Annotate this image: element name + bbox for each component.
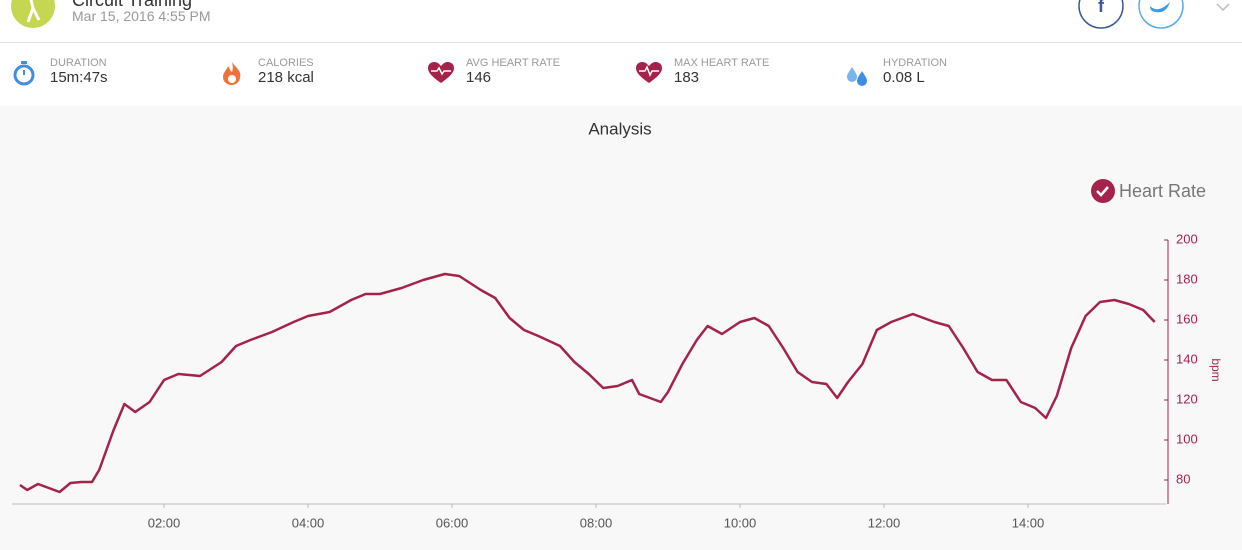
stat-value: 15m:47s — [50, 69, 108, 86]
x-tick-label: 02:00 — [148, 515, 181, 530]
chart: Analysis 80 100 120 140 160 180 200 02:00 04:00 0… — [0, 106, 1242, 550]
x-tick-label: 08:00 — [580, 515, 613, 530]
stat-value: 183 — [674, 69, 700, 86]
stat-value: 218 kcal — [258, 69, 314, 86]
flame-icon — [223, 62, 241, 85]
legend-item[interactable]: Heart Rate — [1091, 179, 1206, 203]
expand-chevron[interactable] — [1216, 3, 1230, 12]
y-tick-label: 100 — [1176, 431, 1198, 446]
stats-bar: DURATION 15m:47s CALORIES 218 kcal AVG H… — [0, 43, 1242, 107]
y-tick-label: 80 — [1176, 471, 1190, 486]
x-tick-label: 12:00 — [868, 515, 901, 530]
y-tick-label: 180 — [1176, 271, 1198, 286]
heart-icon — [636, 62, 662, 83]
share-buttons: f — [1078, 0, 1230, 29]
drops-icon — [847, 67, 867, 86]
heart-rate-line — [19, 272, 1156, 494]
heart-icon — [428, 62, 454, 83]
stopwatch-icon — [13, 61, 35, 86]
twitter-button[interactable] — [1138, 0, 1184, 29]
stat-value: 0.08 L — [883, 69, 925, 86]
y-tick-label: 200 — [1176, 231, 1198, 246]
chart-title: Analysis — [588, 119, 651, 138]
y-axis-label: bpm — [1209, 358, 1223, 381]
x-tick-label: 04:00 — [292, 515, 325, 530]
stat-label: DURATION — [50, 57, 107, 69]
legend-label: Heart Rate — [1119, 181, 1206, 201]
stat-label: HYDRATION — [883, 57, 947, 69]
stat-value: 146 — [466, 69, 492, 86]
svg-text:f: f — [1098, 0, 1105, 16]
y-tick-label: 120 — [1176, 391, 1198, 406]
stat-label: AVG HEART RATE — [466, 57, 560, 69]
y-tick-label: 160 — [1176, 311, 1198, 326]
facebook-button[interactable]: f — [1078, 0, 1124, 29]
x-tick-label: 14:00 — [1012, 515, 1045, 530]
activity-title: Circuit Training — [72, 0, 193, 10]
stat-label: MAX HEART RATE — [674, 57, 770, 69]
legend-check — [1096, 186, 1109, 197]
x-tick-label: 10:00 — [724, 515, 757, 530]
x-tick-label: 06:00 — [436, 515, 469, 530]
activity-date: Mar 15, 2016 4:55 PM — [72, 8, 211, 24]
y-tick-label: 140 — [1176, 351, 1198, 366]
header: Circuit Training Mar 15, 2016 4:55 PM f — [0, 0, 1242, 43]
activity-icon — [11, 0, 55, 28]
stat-label: CALORIES — [258, 57, 314, 69]
